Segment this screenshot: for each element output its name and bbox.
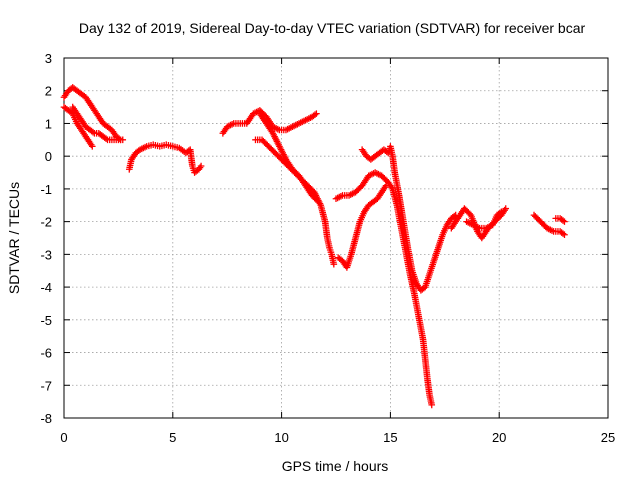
y-tick-label: -8 <box>40 411 52 426</box>
data-point <box>313 197 321 204</box>
data-point <box>315 198 322 206</box>
data-point <box>88 143 96 150</box>
data-points <box>60 84 568 409</box>
data-series <box>69 103 127 144</box>
data-series <box>552 215 568 225</box>
x-tick-label: 15 <box>383 430 397 445</box>
y-tick-label: 3 <box>45 51 52 66</box>
data-point <box>102 135 110 143</box>
data-point <box>313 110 320 117</box>
data-series <box>219 107 320 137</box>
y-tick-label: 1 <box>45 116 52 131</box>
data-point <box>227 121 234 129</box>
data-point <box>498 208 505 216</box>
data-point <box>311 111 319 119</box>
x-tick-label: 5 <box>169 430 176 445</box>
y-tick-label: -6 <box>40 346 52 361</box>
y-tick-label: -2 <box>40 215 52 230</box>
data-series <box>125 141 205 176</box>
x-tick-label: 10 <box>274 430 288 445</box>
data-point <box>559 217 567 224</box>
data-series <box>256 110 322 206</box>
chart-title: Day 132 of 2019, Sidereal Day-to-day VTE… <box>79 20 586 36</box>
data-point <box>496 209 504 217</box>
data-point <box>272 125 280 132</box>
y-tick-label: -1 <box>40 182 52 197</box>
y-tick-label: -3 <box>40 247 52 262</box>
x-tick-label: 0 <box>60 430 67 445</box>
y-axis-label: SDTVAR / TECUs <box>6 182 22 294</box>
y-tick-label: 2 <box>45 84 52 99</box>
data-point <box>502 205 510 212</box>
data-series <box>60 84 124 144</box>
data-series <box>60 103 96 150</box>
y-tick-label: -7 <box>40 378 52 393</box>
data-series <box>358 143 459 294</box>
data-point <box>119 136 127 144</box>
data-point <box>559 230 567 237</box>
data-point <box>561 218 568 225</box>
plot-frame <box>63 57 609 419</box>
x-axis-label: GPS time / hours <box>282 458 389 474</box>
data-point <box>368 170 376 178</box>
x-tick-label: 25 <box>601 430 615 445</box>
data-series <box>463 208 505 232</box>
data-point <box>335 193 343 201</box>
y-tick-label: 0 <box>45 149 52 164</box>
data-series <box>332 169 436 409</box>
data-point <box>115 135 123 143</box>
data-point <box>197 162 205 170</box>
y-tick-label: -5 <box>40 313 52 328</box>
y-tick-label: -4 <box>40 280 52 295</box>
data-series <box>530 211 568 239</box>
data-series <box>334 182 390 271</box>
data-point <box>330 260 338 268</box>
data-point <box>89 128 97 136</box>
data-point <box>561 231 568 239</box>
data-point <box>428 401 436 409</box>
data-series <box>252 136 338 268</box>
x-tick-label: 20 <box>492 430 506 445</box>
grid-lines <box>64 58 608 418</box>
